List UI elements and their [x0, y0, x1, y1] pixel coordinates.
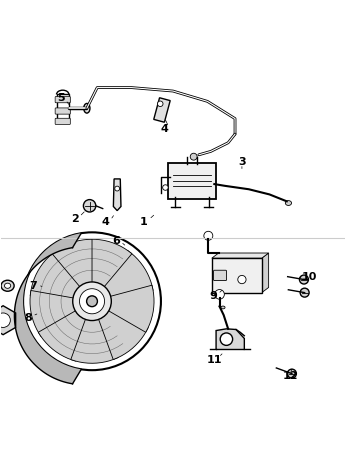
Text: 4: 4 [102, 217, 110, 227]
Circle shape [215, 290, 224, 299]
Circle shape [238, 276, 246, 284]
Polygon shape [56, 95, 69, 119]
FancyBboxPatch shape [55, 96, 70, 103]
Polygon shape [71, 317, 118, 363]
Text: 5: 5 [57, 93, 65, 103]
Text: 6: 6 [112, 236, 120, 246]
Polygon shape [0, 306, 16, 335]
Circle shape [220, 333, 233, 345]
Circle shape [190, 153, 197, 160]
Ellipse shape [285, 200, 292, 206]
Text: 3: 3 [238, 157, 246, 167]
Text: 10: 10 [301, 272, 317, 282]
Polygon shape [98, 309, 148, 360]
Polygon shape [30, 254, 81, 300]
Circle shape [204, 231, 213, 240]
Circle shape [300, 275, 308, 284]
Circle shape [83, 200, 96, 212]
Ellipse shape [4, 283, 11, 288]
Polygon shape [48, 239, 92, 289]
Circle shape [80, 289, 104, 314]
Polygon shape [30, 291, 78, 337]
Polygon shape [38, 310, 88, 361]
FancyBboxPatch shape [168, 162, 216, 199]
Circle shape [23, 232, 161, 370]
Polygon shape [212, 253, 268, 258]
Ellipse shape [221, 306, 225, 309]
Polygon shape [102, 250, 153, 298]
Circle shape [73, 282, 111, 321]
Polygon shape [86, 239, 132, 287]
Text: 8: 8 [24, 313, 32, 323]
Polygon shape [216, 329, 244, 350]
Text: 4: 4 [161, 124, 168, 134]
FancyBboxPatch shape [55, 118, 70, 124]
Text: 1: 1 [140, 217, 148, 227]
Ellipse shape [1, 280, 14, 291]
FancyBboxPatch shape [213, 270, 227, 281]
Circle shape [115, 186, 120, 191]
Circle shape [0, 313, 10, 327]
Circle shape [86, 296, 98, 307]
Polygon shape [262, 253, 268, 293]
Text: 9: 9 [210, 291, 218, 301]
Text: 2: 2 [71, 214, 79, 224]
Polygon shape [113, 179, 121, 210]
Text: 11: 11 [207, 355, 222, 365]
Circle shape [163, 185, 168, 190]
Circle shape [288, 369, 297, 378]
Polygon shape [154, 98, 170, 122]
Polygon shape [108, 285, 154, 332]
Circle shape [300, 288, 309, 297]
Text: 7: 7 [29, 281, 37, 291]
Bar [212, 258, 262, 293]
Text: 12: 12 [282, 371, 298, 381]
Circle shape [157, 101, 163, 106]
Polygon shape [15, 233, 81, 384]
Ellipse shape [84, 104, 90, 113]
FancyBboxPatch shape [55, 108, 70, 114]
